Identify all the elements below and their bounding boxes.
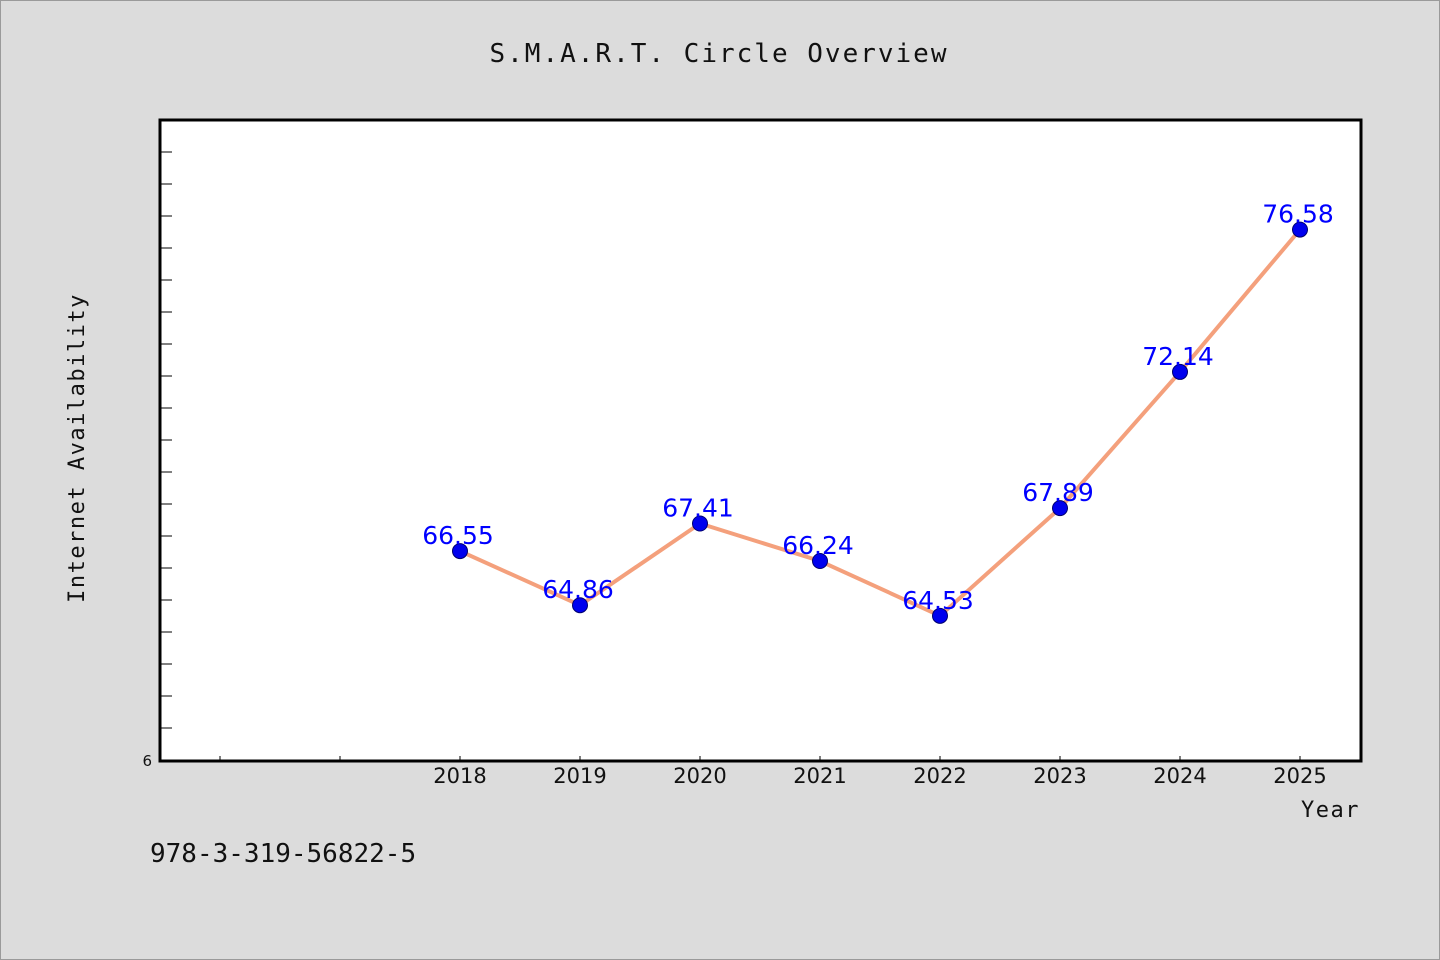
x-tick-label: 2025 <box>1273 764 1326 788</box>
isbn-footnote: 978-3-319-56822-5 <box>150 839 416 869</box>
x-tick-label: 2020 <box>673 764 726 788</box>
plot-area <box>158 118 1363 763</box>
data-label: 72.14 <box>1142 342 1214 371</box>
y-axis-ticks: 6 <box>142 151 172 770</box>
x-tick-label: 2022 <box>913 764 966 788</box>
y-tick-label: 6 <box>142 752 152 770</box>
x-tick-label: 2019 <box>553 764 606 788</box>
data-point <box>1292 221 1308 238</box>
x-tick-label: 2021 <box>793 764 846 788</box>
series-group: 66.55 64.86 67.41 66.24 64.53 67.89 72.14 76.58 <box>422 200 1334 624</box>
x-tick-label: 2024 <box>1153 764 1206 788</box>
data-label: 66.55 <box>422 521 494 550</box>
x-tick-label: 2018 <box>433 764 486 788</box>
data-point <box>572 597 588 614</box>
data-point <box>932 607 948 624</box>
x-tick-label: 2023 <box>1033 764 1086 788</box>
data-label: 64.53 <box>902 586 974 615</box>
data-point <box>1052 500 1068 517</box>
series-line <box>459 228 1302 618</box>
data-label: 76.58 <box>1262 200 1334 229</box>
data-point <box>1172 363 1188 380</box>
data-label: 67.89 <box>1022 478 1094 507</box>
data-label: 67.41 <box>662 494 734 523</box>
y-axis-label: Internet Availability <box>65 293 90 603</box>
data-label: 66.24 <box>782 531 854 560</box>
data-point <box>692 515 708 532</box>
data-label: 64.86 <box>542 575 614 604</box>
chart-title: S.M.A.R.T. Circle Overview <box>490 39 949 69</box>
x-axis-ticks: 2018 2019 2020 2021 2022 2023 2024 2025 <box>219 756 1327 788</box>
x-axis-label: Year <box>1301 798 1360 823</box>
data-point <box>812 553 828 570</box>
data-point <box>452 543 468 560</box>
